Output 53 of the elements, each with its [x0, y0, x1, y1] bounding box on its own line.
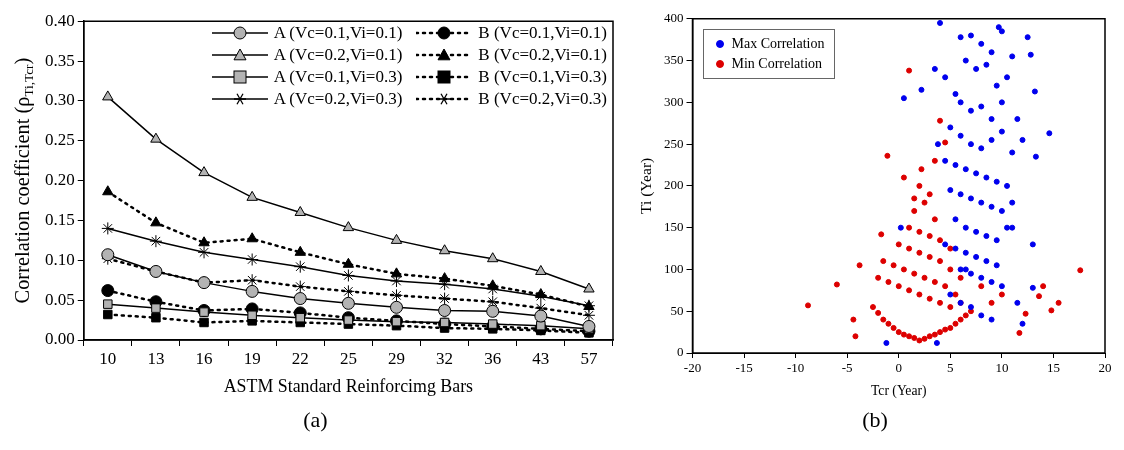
y-tick-label: 200: [664, 177, 684, 193]
x-tick-label: -20: [683, 360, 702, 376]
y-tick-label: 0.20: [45, 170, 75, 190]
x-tick-label: 0: [895, 360, 902, 376]
x-axis-title: ASTM Standard Reinforcimg Bars: [223, 376, 474, 397]
y-tick-label: 350: [664, 52, 684, 67]
legend-label: Max Correlation: [731, 35, 825, 52]
x-tick-label: -15: [735, 360, 753, 376]
x-tick-label: 5: [947, 360, 954, 376]
y-tick-label: 0.10: [45, 249, 75, 269]
y-tick-label: 300: [664, 93, 684, 109]
x-tick-label: 10: [995, 360, 1009, 376]
y-tick-label: 50: [670, 302, 684, 318]
legend-label: B (Vc=0.1,Vi=0.3): [478, 67, 607, 88]
legend-label: Min Correlation: [731, 55, 823, 72]
x-tick-label: 43: [532, 348, 550, 368]
y-tick-label: 0.15: [45, 209, 75, 229]
x-tick-label: 29: [387, 348, 405, 368]
text: (a): [302, 407, 329, 433]
x-tick-label: 20: [1098, 360, 1112, 376]
y-tick-label: 0.00: [45, 329, 75, 349]
legend-label: A (Vc=0.1,Vi=0.3): [273, 67, 403, 88]
legend-label: A (Vc=0.2,Vi=0.1): [273, 45, 403, 66]
x-tick-label: 36: [484, 348, 502, 368]
x-tick-label: 57: [580, 348, 598, 368]
y-tick-label: 0.05: [45, 289, 75, 309]
x-tick-label: 25: [339, 348, 357, 368]
x-tick-label: -5: [841, 360, 853, 376]
y-tick-label: 0.25: [45, 130, 75, 150]
x-tick-label: 15: [1046, 360, 1060, 376]
y-tick-label: 250: [664, 135, 684, 151]
legend-label: B (Vc=0.2,Vi=0.3): [478, 89, 607, 110]
y-tick-label: 0.35: [45, 50, 75, 70]
y-tick-label: 150: [664, 219, 684, 235]
y-tick-label: 0.30: [45, 90, 75, 110]
x-tick-label: 16: [195, 348, 213, 368]
text: (b): [861, 407, 889, 433]
x-tick-label: 19: [243, 348, 261, 368]
x-axis-title: Tcr (Year): [870, 382, 927, 399]
legend-label: A (Vc=0.2,Vi=0.3): [273, 89, 403, 110]
legend-label: B (Vc=0.2,Vi=0.1): [478, 45, 607, 66]
y-axis-title: Correlation coefficient (ρTi,Tcr): [10, 57, 36, 304]
x-tick-label: 13: [147, 348, 165, 368]
legend-label: A (Vc=0.1,Vi=0.1): [273, 23, 403, 44]
y-axis-title: Ti (Year): [636, 157, 655, 215]
y-tick-label: 400: [664, 10, 684, 26]
x-tick-label: -10: [786, 360, 805, 376]
x-tick-label: 32: [436, 348, 454, 368]
legend-label: B (Vc=0.1,Vi=0.1): [478, 23, 607, 44]
y-tick-label: 100: [664, 260, 684, 276]
x-tick-label: 22: [291, 348, 309, 368]
x-tick-label: 10: [99, 348, 117, 368]
y-tick-label: 0.40: [45, 10, 75, 30]
